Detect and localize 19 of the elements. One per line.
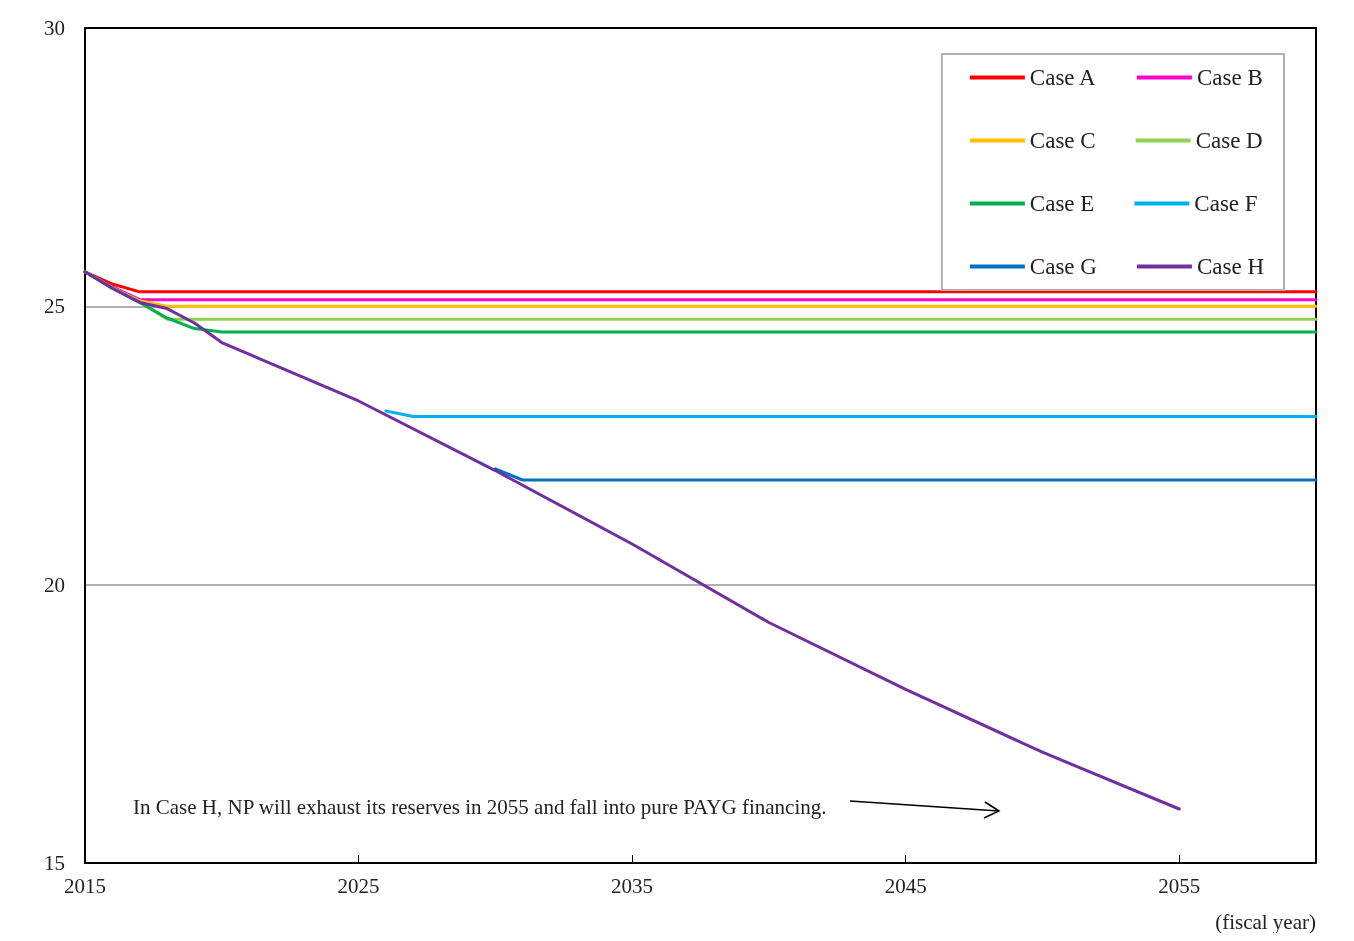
legend-label: Case E (1029, 191, 1095, 216)
legend-label: Case G (1029, 254, 1097, 279)
annotation: In Case H, NP will exhaust its reserves in 2055 and fall into pure PAYG financing. (133, 795, 827, 820)
y-tick-label: 15 (44, 851, 65, 875)
x-tick-label: 2045 (884, 873, 927, 898)
legend-label: Case D (1195, 128, 1263, 153)
legend-label: Case F (1194, 191, 1258, 216)
legend-label: Case A (1029, 65, 1097, 90)
legend-label: Case C (1029, 128, 1096, 153)
y-tick-label: 30 (44, 16, 65, 40)
x-tick-label: 2025 (337, 873, 380, 898)
legend-label: Case H (1196, 254, 1265, 279)
y-tick-label: 25 (44, 294, 65, 319)
x-tick-label: 2015 (64, 873, 106, 898)
x-tick-label: 2055 (1158, 873, 1201, 898)
x-axis-title: (fiscal year) (1215, 909, 1316, 934)
legend-label: Case B (1196, 65, 1263, 90)
x-tick-label: 2035 (611, 873, 654, 898)
y-tick-label: 20 (44, 572, 65, 597)
